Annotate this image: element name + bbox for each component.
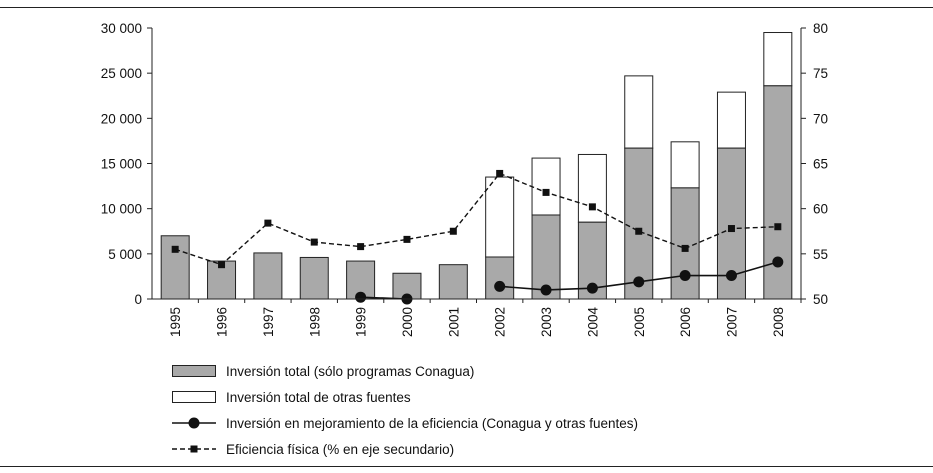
y-left-tick-label-30000: 30 000 [101,21,142,36]
legend-item-mejoramiento: Inversión en mejoramiento de la eficienc… [172,410,638,436]
combo-chart: 0 5 000 10 000 15 000 20 000 25 000 30 000 50 55… [101,21,828,338]
y-right-tick-label-50: 50 [813,292,828,307]
legend-swatch-solid-line [172,413,216,433]
point-eficiencia-1998 [310,238,318,246]
y-left-tick-label-20000: 20 000 [101,111,142,126]
legend-swatch-white-bar [172,387,216,407]
line-segment-mejoramiento-2008 [731,261,779,277]
point-mejoramiento-2006 [679,270,691,282]
x-tick-label-1997: 1997 [261,307,276,337]
point-eficiencia-2004 [588,203,596,211]
legend-label-conagua: Inversión total (sólo programas Conagua) [226,363,475,379]
legend-swatch-dashed-line [172,439,216,459]
point-mejoramiento-2003 [540,284,552,296]
legend-label-mejoramiento: Inversión en mejoramiento de la eficienc… [226,415,638,431]
legend-item-conagua: Inversión total (sólo programas Conagua) [172,358,638,384]
x-tick-label-2005: 2005 [632,307,647,337]
legend-swatch-gray-bar [172,361,216,381]
top-rule [0,7,933,8]
y-left-tick-label-25000: 25 000 [101,66,142,81]
x-tick-label-2001: 2001 [446,307,461,337]
legend-label-eficiencia: Eficiencia física (% en eje secundario) [226,441,455,457]
y-left-tick-label-15000: 15 000 [101,157,142,172]
point-mejoramiento-2005 [633,276,645,288]
bar-otras-fuentes-2007 [716,91,746,149]
bottom-rule [0,466,933,467]
y-right-tick-label-65: 65 [813,157,828,172]
point-mejoramiento-2004 [586,282,598,294]
bar-otras-fuentes-2008 [763,32,793,87]
bar-conagua-2006 [670,187,700,300]
point-eficiencia-2006 [681,244,689,252]
point-eficiencia-2000 [403,235,411,243]
point-mejoramiento-1999 [355,291,367,303]
point-eficiencia-2001 [449,227,457,235]
y-right-tick-label-55: 55 [813,247,828,262]
x-tick-label-2004: 2004 [585,307,600,338]
bar-conagua-2002 [485,256,515,300]
legend-item-eficiencia: Eficiencia física (% en eje secundario) [172,436,638,462]
x-tick-label-2000: 2000 [400,307,415,337]
bar-otras-fuentes-2006 [670,141,700,189]
bar-otras-fuentes-2002 [485,176,515,258]
x-tick-label-2003: 2003 [539,307,554,337]
legend-label-otras-fuentes: Inversión total de otras fuentes [226,389,411,405]
x-tick-label-1996: 1996 [215,307,230,337]
legend-item-otras-fuentes: Inversión total de otras fuentes [172,384,638,410]
y-left-tick-label-0: 0 [134,292,142,307]
point-eficiencia-1999 [357,243,365,251]
bar-otras-fuentes-2003 [531,157,561,216]
y-right-tick-label-80: 80 [813,21,828,36]
line-segment-mejoramiento-2005 [592,281,639,289]
point-eficiencia-2008 [774,223,782,231]
x-tick-label-2007: 2007 [724,307,739,337]
x-tick-label-1998: 1998 [307,307,322,337]
x-tick-label-1995: 1995 [168,307,183,337]
x-tick-label-2008: 2008 [771,307,786,337]
point-eficiencia-1997 [264,219,272,227]
point-eficiencia-2002 [496,169,504,177]
y-left-tick-label-5000: 5 000 [108,247,142,262]
y-left-tick-label-10000: 10 000 [101,202,142,217]
line-segment-mejoramiento-2003 [499,285,547,291]
chart-legend: Inversión total (sólo programas Conagua)… [172,358,638,462]
point-eficiencia-2003 [542,188,550,196]
bar-otras-fuentes-2004 [577,153,607,223]
bar-otras-fuentes-2005 [624,75,654,149]
y-right-tick-label-70: 70 [813,111,828,126]
line-segment-mejoramiento-2004 [546,287,593,291]
bar-conagua-1995 [160,235,190,300]
line-segment-mejoramiento-2006 [638,274,686,283]
bar-conagua-2001 [438,264,468,300]
point-mejoramiento-2002 [494,280,506,292]
line-eficiencia-fisica [174,172,778,266]
point-eficiencia-1995 [171,245,179,253]
point-mejoramiento-2008 [772,256,784,268]
x-tick-label-2006: 2006 [678,307,693,337]
point-eficiencia-2007 [727,225,735,233]
bar-conagua-1997 [253,252,283,300]
x-tick-label-2002: 2002 [493,307,508,337]
y-right-tick-label-75: 75 [813,66,828,81]
bar-conagua-1998 [299,256,329,300]
y-right-tick-label-60: 60 [813,202,828,217]
point-mejoramiento-2007 [725,270,737,282]
x-tick-label-1999: 1999 [354,307,369,337]
point-eficiencia-2005 [635,227,643,235]
point-eficiencia-1996 [218,261,226,269]
